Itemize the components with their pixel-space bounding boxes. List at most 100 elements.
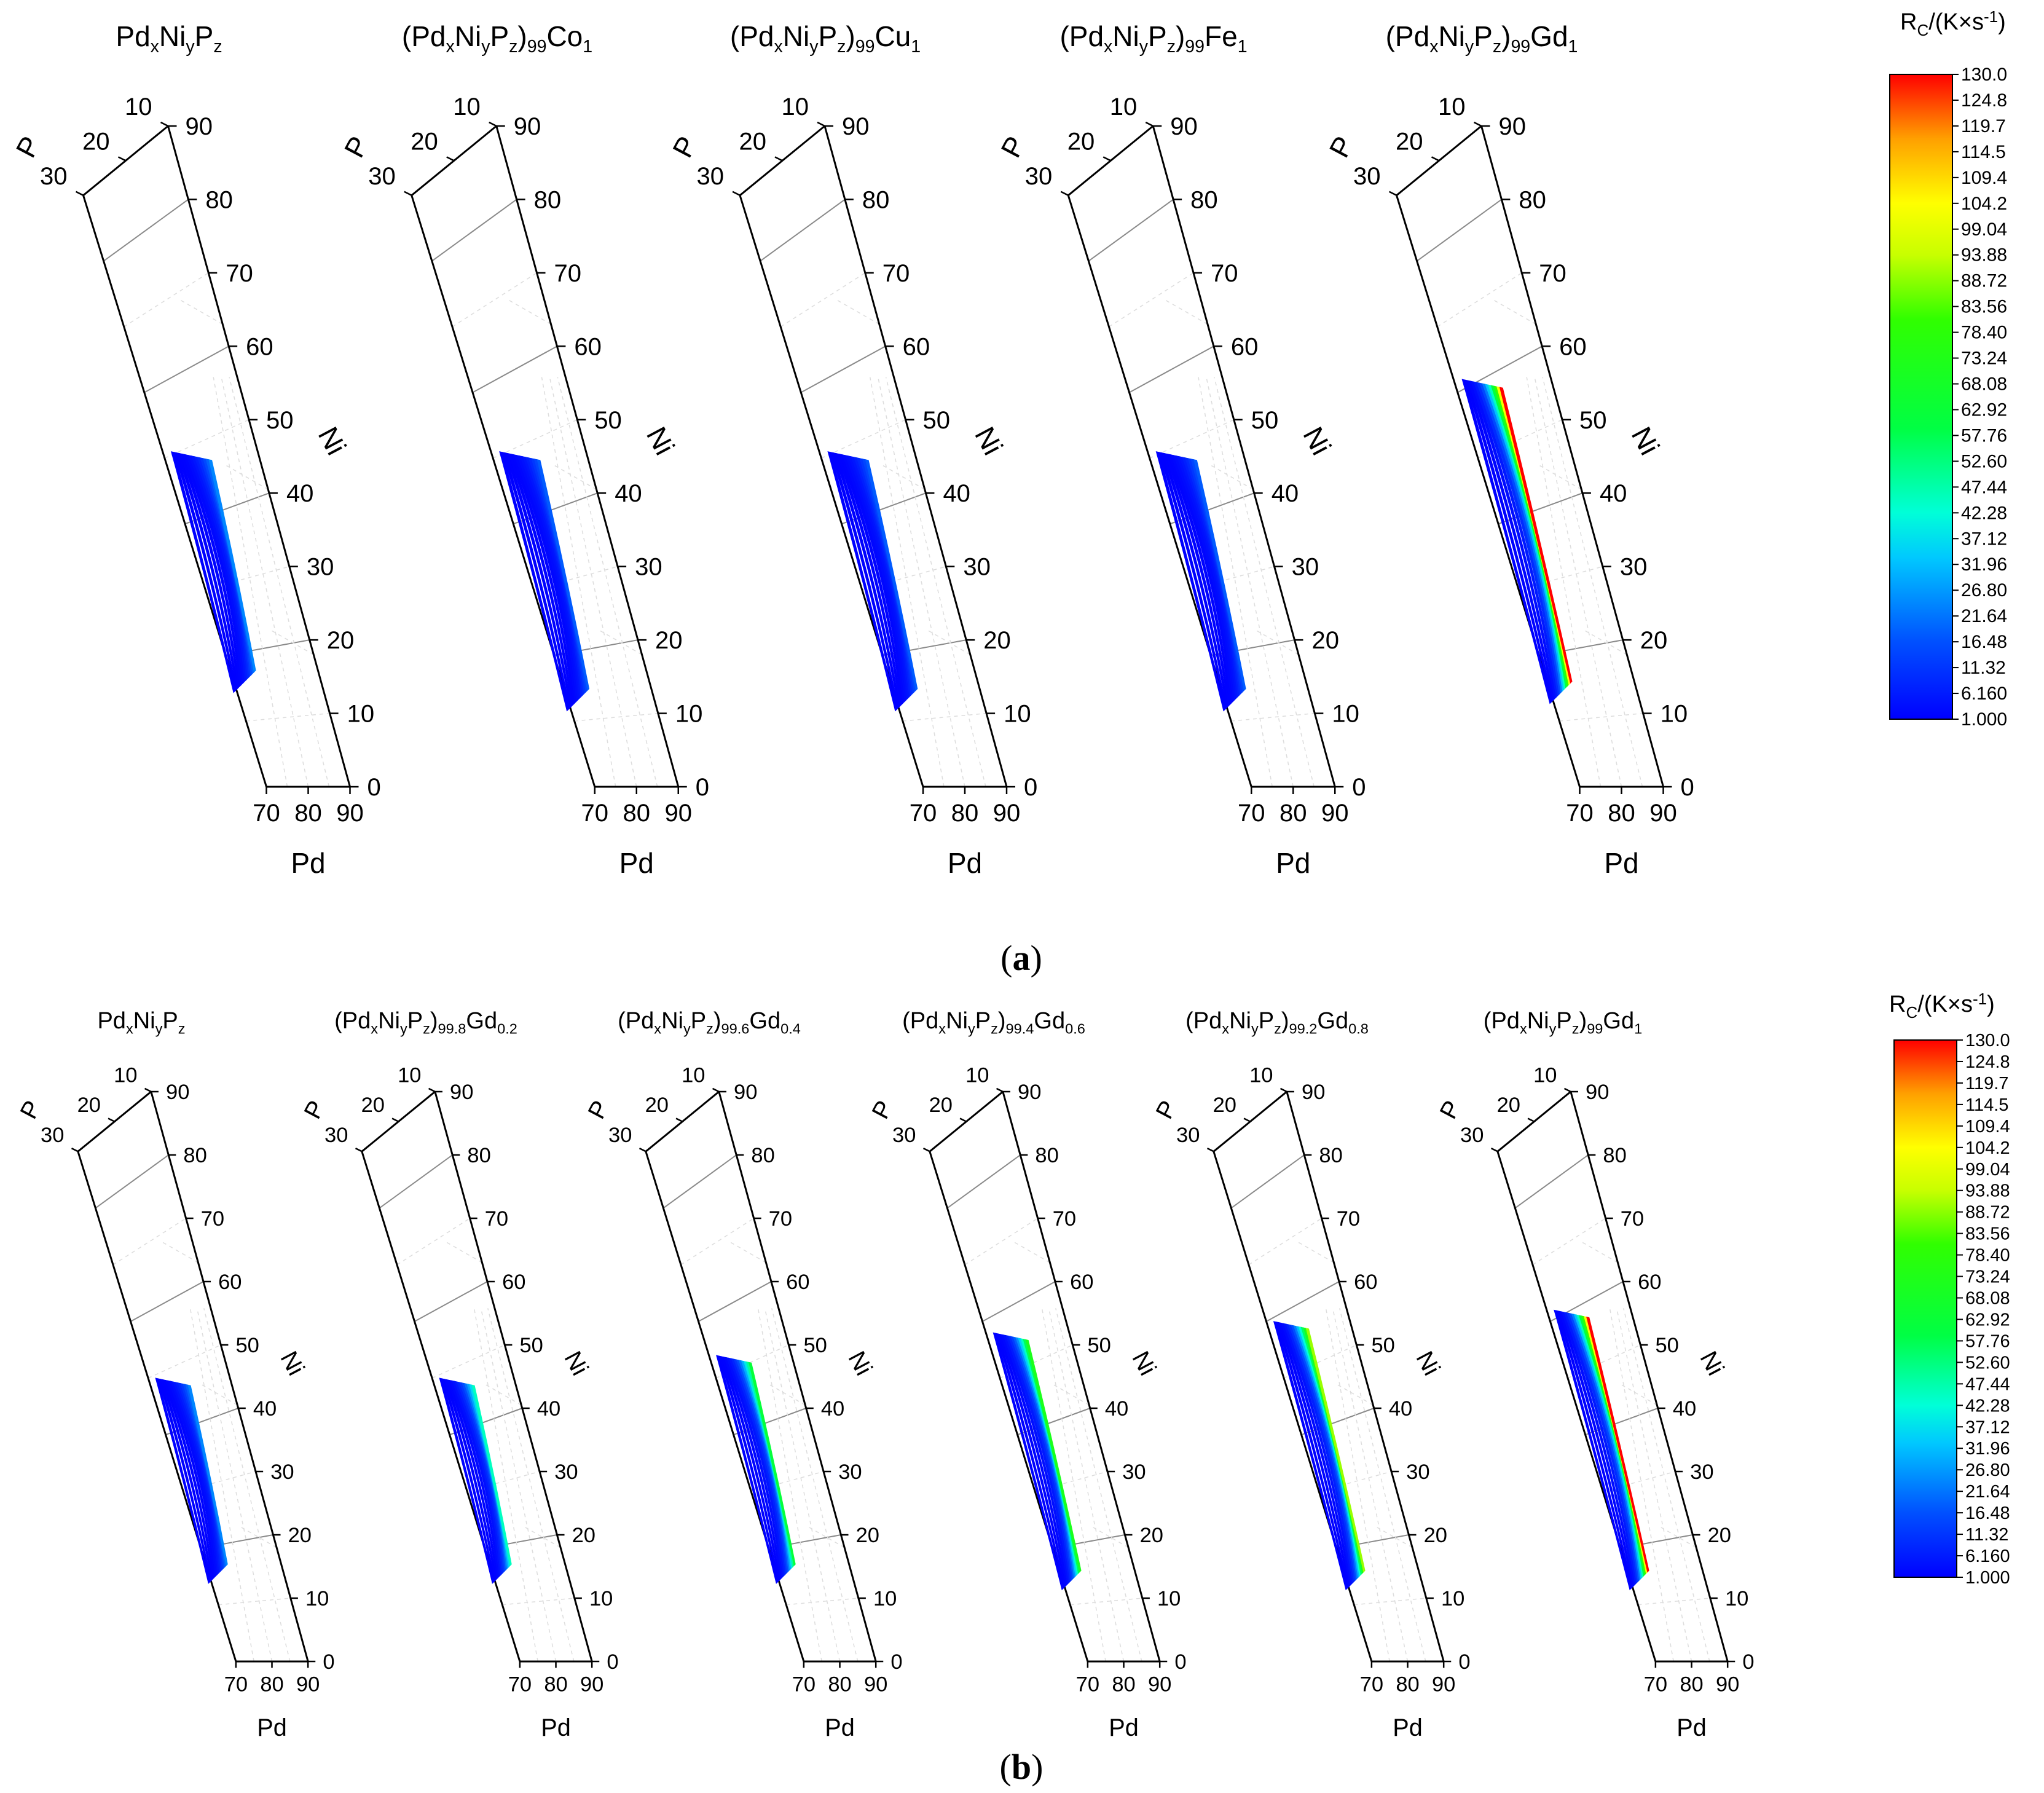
ni-tick-label: 20 (856, 1524, 879, 1547)
title-text: Ni (1112, 20, 1139, 52)
grid-line (1325, 1308, 1390, 1662)
ni-tick-label: 80 (751, 1144, 774, 1167)
ni-tick-label: 90 (1302, 1081, 1325, 1104)
p-tick-label: 20 (77, 1094, 101, 1117)
title-text: Ni (946, 1008, 968, 1034)
colorbar-tick-label: 78.40 (1961, 323, 2007, 343)
colorbar-tick-label: 114.5 (1965, 1095, 2008, 1115)
subplot-title: (PdxNiyPz)99Fe1 (1059, 20, 1247, 57)
ni-tick-label: 20 (327, 627, 355, 654)
ternary-subplot: 0 10 20 30 40 50 60 70 80 90 70 80 90 10 20 30 Pd Ni P (299, 1063, 618, 1741)
panel-b: 0 10 20 30 40 50 60 70 80 90 70 80 90 10 20 30 Pd Ni P 0 10 2… (15, 1063, 1754, 1741)
p-tick-label: 20 (739, 128, 767, 155)
colorbar-tick-label: 73.24 (1961, 349, 2007, 369)
p-tick (404, 191, 412, 196)
title-subscript: 1 (1634, 1020, 1642, 1036)
ni-axis-title: Ni (1297, 422, 1337, 460)
pd-tick-label: 70 (253, 800, 280, 827)
pd-tick-label: 90 (1432, 1673, 1455, 1696)
colorbar-tick-label: 93.88 (1961, 245, 2007, 266)
pd-axis-title: Pd (1676, 1714, 1707, 1741)
colorbar-tick-label: 99.04 (1965, 1160, 2010, 1180)
grid-line (1266, 1281, 1340, 1322)
ni-tick-label: 60 (1559, 333, 1587, 360)
grid-line (1283, 1344, 1357, 1379)
colorbar-tick-label: 11.32 (1961, 658, 2006, 678)
p-tick (1103, 156, 1111, 162)
ni-tick-label: 30 (307, 554, 334, 581)
ni-tick-label: 40 (821, 1397, 844, 1421)
title-subscript: y (683, 1020, 691, 1036)
ni-tick-label: 0 (890, 1650, 902, 1674)
title-subscript: 99.4 (1006, 1020, 1034, 1036)
p-axis-title: P (9, 131, 46, 163)
title-text: Gd (1034, 1008, 1065, 1034)
grid-line (431, 199, 517, 262)
ni-tick-label: 60 (218, 1271, 242, 1294)
ni-tick-label: 70 (1211, 260, 1238, 287)
ni-axis-line (434, 1091, 593, 1662)
pd-tick-label: 70 (224, 1673, 248, 1696)
title-text: Fe (1205, 20, 1238, 52)
title-subscript: z (706, 1020, 713, 1036)
colorbar-tick-label: 99.04 (1961, 219, 2007, 240)
colorbar-tick-label: 6.160 (1961, 684, 2007, 704)
colorbar-gradient (1889, 74, 1953, 720)
title-text: (Pd (1185, 1008, 1222, 1034)
grid-line (881, 464, 926, 490)
glass-region-band (537, 459, 590, 692)
ni-tick-label: 10 (1332, 701, 1359, 728)
ni-tick-label: 10 (1661, 701, 1688, 728)
ni-axis-line (150, 1091, 309, 1662)
title-subscript: y (155, 1020, 163, 1036)
p-tick-label: 20 (361, 1094, 385, 1117)
ni-tick-label: 20 (983, 627, 1011, 654)
p-tick-label: 20 (645, 1094, 669, 1117)
ni-tick-label: 70 (1539, 260, 1566, 287)
pd-tick-label: 70 (1076, 1673, 1099, 1696)
ternary-subplot: 0 10 20 30 40 50 60 70 80 90 70 80 90 10 20 30 Pd Ni P (1323, 93, 1694, 879)
grid-line (680, 1218, 755, 1266)
pd-tick-label: 80 (1396, 1673, 1419, 1696)
grid-line (224, 464, 269, 490)
ni-tick-label: 30 (635, 554, 662, 581)
ni-tick-label: 60 (502, 1271, 525, 1294)
p-tick-label: 10 (1438, 93, 1466, 120)
title-subscript: 1 (583, 37, 592, 57)
grid-line (877, 377, 965, 787)
colorbar-tick-label: 83.56 (1961, 297, 2007, 317)
p-tick-label: 20 (82, 128, 110, 155)
ni-axis-title: Ni (640, 422, 681, 460)
p-tick (817, 121, 825, 127)
colorbar-tick-label: 83.56 (1965, 1224, 2010, 1244)
p-tick-label: 30 (1460, 1124, 1484, 1147)
grid-line (574, 712, 658, 722)
title-text: Ni (133, 1008, 155, 1034)
title-text: ) (517, 20, 527, 52)
title-text: Ni (1527, 1008, 1549, 1034)
ternary-subplot: 0 10 20 30 40 50 60 70 80 90 70 80 90 10 20 30 Pd Ni P (15, 1063, 334, 1741)
colorbar: 130.0 124.8119.7114.5109.4104.299.0493.88… (1889, 990, 2010, 1588)
ni-axis-line (718, 1091, 877, 1662)
grid-line (196, 1308, 273, 1662)
title-subscript: y (1139, 37, 1149, 57)
colorbar-tick-label: 88.72 (1961, 271, 2007, 291)
ternary-subplot: 0 10 20 30 40 50 60 70 80 90 70 80 90 10 20 30 Pd Ni P (867, 1063, 1186, 1741)
p-tick-label: 30 (40, 163, 68, 190)
title-text: P (818, 20, 837, 52)
ni-tick-label: 90 (450, 1081, 473, 1104)
colorbar-tick-label: 26.80 (1961, 580, 2007, 601)
pd-tick-label: 70 (508, 1673, 532, 1696)
grid-line (270, 629, 314, 655)
grid-line (1198, 377, 1273, 787)
ni-tick-label: 20 (655, 627, 683, 654)
title-text: ) (1579, 1008, 1587, 1034)
caption-paren: ( (1000, 1747, 1012, 1787)
ni-axis-title: Ni (1625, 422, 1666, 460)
caption-letter: a (1013, 938, 1031, 978)
ni-tick-label: 60 (1070, 1271, 1093, 1294)
pd-tick-label: 80 (1608, 800, 1635, 827)
grid-line (487, 1308, 575, 1662)
title-subscript: 99 (1587, 1020, 1603, 1036)
